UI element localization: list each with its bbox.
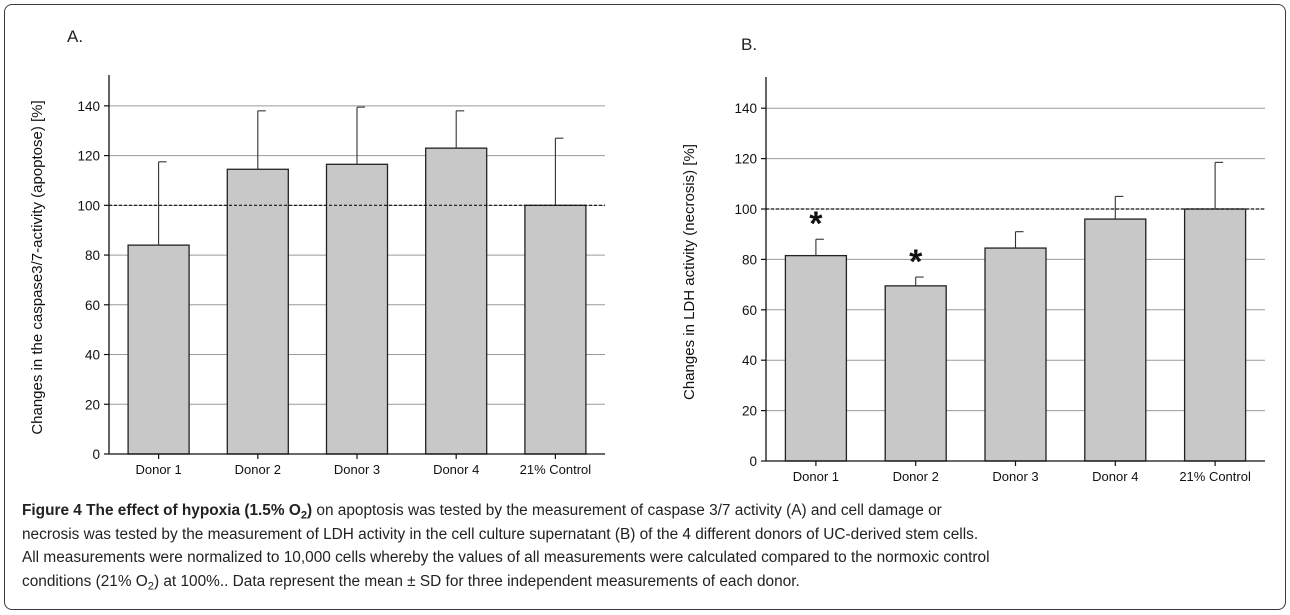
y-tick-label: 120 bbox=[734, 152, 757, 167]
bar bbox=[984, 247, 1047, 462]
chart-panel-a: A. 0 20 40 60 80 100 120 140 Donor 1 Donor 2 Donor … bbox=[29, 27, 605, 477]
significance-marker: * bbox=[909, 243, 923, 281]
y-tick-label: 140 bbox=[77, 99, 100, 114]
category-label: Donor 2 bbox=[235, 462, 281, 477]
panel-label: A. bbox=[67, 27, 83, 46]
bar bbox=[226, 168, 289, 455]
y-tick-label: 120 bbox=[77, 149, 100, 164]
bar bbox=[784, 254, 848, 462]
y-tick-label: 20 bbox=[742, 404, 757, 419]
y-tick-label: 60 bbox=[85, 298, 100, 313]
y-tick-label: 80 bbox=[85, 248, 100, 263]
bar bbox=[884, 285, 947, 462]
bar bbox=[524, 204, 587, 455]
y-tick-label: 20 bbox=[85, 397, 100, 412]
y-tick-label: 40 bbox=[85, 348, 100, 363]
caption-line-1: Figure 4 The effect of hypoxia (1.5% O2)… bbox=[22, 502, 942, 522]
bar bbox=[127, 244, 190, 455]
category-label: Donor 4 bbox=[433, 462, 479, 477]
category-label: Donor 3 bbox=[992, 469, 1038, 484]
category-label: Donor 1 bbox=[135, 462, 181, 477]
caption-line-2: necrosis was tested by the measurement o… bbox=[22, 525, 979, 543]
caption-line-3: All measurements were normalized to 10,0… bbox=[22, 549, 990, 566]
category-label: Donor 3 bbox=[334, 462, 380, 477]
bar bbox=[425, 147, 488, 455]
figure-frame bbox=[4, 4, 1286, 610]
y-tick-label: 0 bbox=[92, 447, 100, 462]
bar bbox=[325, 163, 389, 455]
significance-marker: * bbox=[809, 205, 823, 243]
category-label: 21% Control bbox=[520, 462, 592, 477]
y-tick-label: 0 bbox=[749, 454, 757, 469]
caption-line-4: conditions (21% O2) at 100%.. Data repre… bbox=[22, 572, 800, 592]
category-label: Donor 4 bbox=[1092, 469, 1138, 484]
y-tick-label: 80 bbox=[742, 252, 757, 267]
y-tick-label: 100 bbox=[734, 202, 757, 217]
category-label: Donor 1 bbox=[793, 469, 839, 484]
y-tick-label: 60 bbox=[742, 303, 757, 318]
chart-panel-b: B. * * 0 20 40 60 80 100 120 140 Donor 1 Donor 2 Dono… bbox=[681, 35, 1265, 484]
y-tick-label: 100 bbox=[77, 198, 100, 213]
y-axis-title: Changes in LDH activity (necrosis) [%] bbox=[681, 144, 698, 400]
y-tick-label: 140 bbox=[734, 101, 757, 116]
category-label: Donor 2 bbox=[893, 469, 939, 484]
figure-caption: Figure 4 The effect of hypoxia (1.5% O2)… bbox=[22, 499, 1272, 593]
y-tick-label: 40 bbox=[742, 353, 757, 368]
bar bbox=[1183, 208, 1247, 462]
bar bbox=[1084, 218, 1147, 462]
panel-label: B. bbox=[741, 35, 757, 54]
category-label: 21% Control bbox=[1179, 469, 1251, 484]
caption-title: Figure 4 The effect of hypoxia (1.5% O2) bbox=[22, 502, 313, 522]
y-axis-title: Changes in the caspase3/7-activity (apop… bbox=[29, 100, 46, 434]
figure-charts: A. 0 20 40 60 80 100 120 140 Donor 1 Donor 2 Donor … bbox=[29, 27, 1265, 484]
